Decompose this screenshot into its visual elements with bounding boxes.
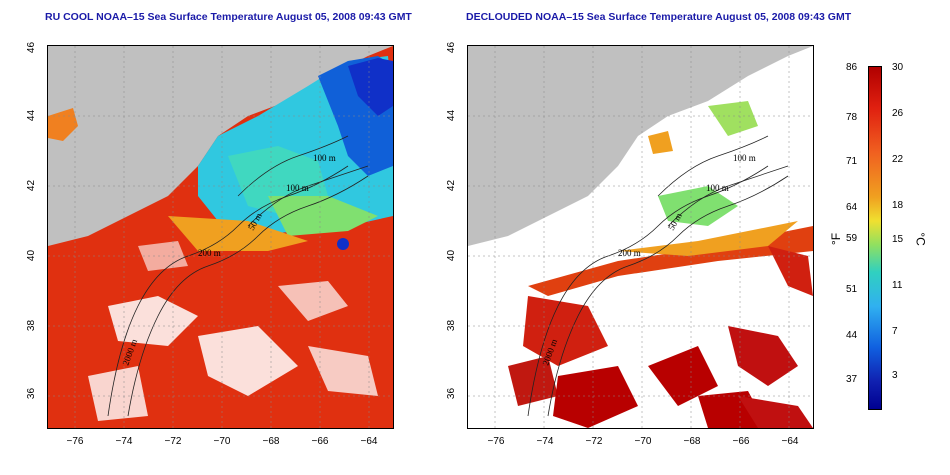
contour-label: 100 m [733,153,756,163]
celsius-label: 7 [892,326,898,337]
y-tick: 42 [26,179,38,192]
temperature-colorbar [868,66,882,410]
celsius-label: 15 [892,234,904,245]
y-tick: 44 [446,109,458,122]
x-tick: −74 [115,436,133,447]
x-tick: −72 [164,436,182,447]
y-tick: 42 [446,179,458,192]
contour-label: 100 m [286,183,309,193]
celsius-label: 3 [892,370,898,381]
contour-label: 100 m [313,153,336,163]
y-tick: 36 [26,387,38,400]
celsius-label: 30 [892,62,904,73]
fahrenheit-unit: °F [829,232,844,246]
celsius-label: 26 [892,108,904,119]
fahrenheit-label: 51 [846,284,858,295]
left-panel-title: RU COOL NOAA–15 Sea Surface Temperature … [45,11,412,23]
fahrenheit-label: 59 [846,233,858,244]
right-panel-title: DECLOUDED NOAA–15 Sea Surface Temperatur… [466,11,852,23]
x-tick: −66 [311,436,329,447]
x-tick: −70 [634,436,652,447]
fahrenheit-label: 37 [846,374,858,385]
y-tick: 40 [446,249,458,262]
fahrenheit-label: 78 [846,112,858,123]
contour-label: 200 m [618,248,641,258]
x-tick: −68 [262,436,280,447]
celsius-label: 22 [892,154,904,165]
x-tick: −76 [487,436,505,447]
x-tick: −68 [683,436,701,447]
fahrenheit-label: 64 [846,202,858,213]
y-tick: 36 [446,387,458,400]
fahrenheit-label: 44 [846,330,858,341]
y-tick: 46 [446,41,458,54]
x-tick: −64 [781,436,799,447]
contour-label: 200 m [198,248,221,258]
x-tick: −66 [732,436,750,447]
x-tick: −74 [536,436,554,447]
y-tick: 40 [26,249,38,262]
x-tick: −76 [66,436,84,447]
x-tick: −72 [585,436,603,447]
celsius-label: 18 [892,200,904,211]
fahrenheit-label: 86 [846,62,858,73]
y-tick: 46 [26,41,38,54]
fahrenheit-label: 71 [846,156,858,167]
x-tick: −64 [360,436,378,447]
y-tick: 44 [26,109,38,122]
left-sst-map: 100 m 100 m 50 m 200 m 2000 m [47,45,394,429]
right-declouded-map: 100 m 100 m 50 m 200 m 2000 m [467,45,814,429]
y-tick: 38 [446,319,458,332]
contour-label: 100 m [706,183,729,193]
x-tick: −70 [213,436,231,447]
celsius-unit: °C [913,232,928,246]
y-tick: 38 [26,319,38,332]
celsius-label: 11 [892,280,903,291]
